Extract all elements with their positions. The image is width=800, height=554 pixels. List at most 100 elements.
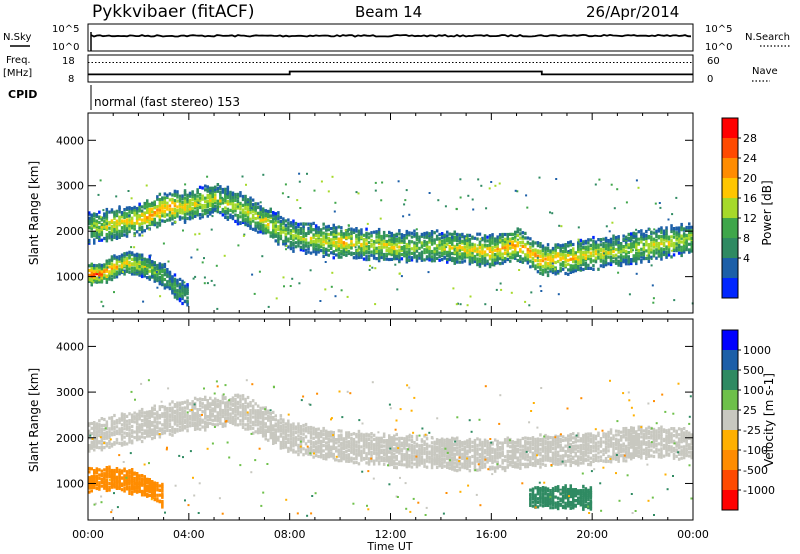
power-cell xyxy=(110,262,114,266)
power-cell xyxy=(463,235,467,239)
velocity-cell xyxy=(398,447,401,452)
power-speckle xyxy=(210,228,213,231)
velocity-cell xyxy=(151,433,154,437)
power-cell xyxy=(151,207,154,211)
power-cell xyxy=(554,253,557,257)
power-cell xyxy=(630,232,633,236)
power-cell xyxy=(178,291,182,295)
velocity-cell xyxy=(473,445,477,449)
velocity-cell xyxy=(395,457,398,461)
velocity-cell xyxy=(415,434,419,438)
power-cell xyxy=(110,210,114,214)
power-cell xyxy=(196,188,199,192)
power-cell xyxy=(637,230,640,234)
velocity-cell xyxy=(123,417,126,421)
velocity-cell xyxy=(151,411,154,415)
power-cell xyxy=(219,185,222,189)
power-cell xyxy=(130,224,134,228)
velocity-cell xyxy=(234,397,237,401)
power-cell xyxy=(146,258,149,262)
power-cell xyxy=(249,217,252,221)
velocity-cell xyxy=(113,420,116,424)
power-cell xyxy=(173,273,177,277)
power-cell xyxy=(90,281,93,285)
power-cell xyxy=(584,261,588,265)
power-cell xyxy=(398,245,401,249)
power-cell xyxy=(347,249,351,253)
power-speckle xyxy=(285,244,288,247)
power-cell xyxy=(246,216,250,221)
power-cell xyxy=(526,259,530,263)
velocity-cell xyxy=(327,448,330,452)
power-cell xyxy=(103,219,106,223)
velocity-cell xyxy=(463,466,467,470)
power-cell xyxy=(380,234,383,239)
power-cell xyxy=(103,216,106,220)
power-cell xyxy=(481,261,484,265)
power-cell xyxy=(183,213,187,218)
velocity-cell xyxy=(443,451,446,455)
velocity-cell xyxy=(415,444,419,448)
velocity-cell xyxy=(272,437,275,441)
power-cell xyxy=(521,241,525,245)
velocity-cell xyxy=(327,443,330,447)
velocity-cell xyxy=(483,451,487,455)
power-cell xyxy=(357,247,361,251)
power-speckle xyxy=(396,288,399,291)
velocity-cell xyxy=(204,425,207,429)
power-cell xyxy=(607,255,610,259)
power-cell xyxy=(138,253,141,257)
power-cell xyxy=(261,207,265,211)
power-cell xyxy=(108,265,111,269)
velocity-cell xyxy=(279,427,283,431)
power-cell xyxy=(415,254,419,258)
power-cell xyxy=(360,246,363,250)
power-cell xyxy=(420,258,424,262)
velocity-cell xyxy=(135,433,139,437)
velocity-cell xyxy=(113,422,116,426)
power-cell xyxy=(377,230,381,234)
velocity-cell xyxy=(254,423,257,427)
power-cell xyxy=(314,233,318,238)
velocity-cell xyxy=(100,423,104,428)
power-cell xyxy=(498,238,502,242)
velocity-cell xyxy=(118,417,121,421)
velocity-cell xyxy=(408,448,411,452)
power-cell xyxy=(405,260,409,264)
power-cell xyxy=(284,235,288,240)
velocity-cell xyxy=(473,466,477,470)
power-cell xyxy=(483,236,487,241)
velocity-cell xyxy=(188,402,192,406)
power-cell xyxy=(587,238,590,242)
velocity-cell xyxy=(201,402,204,406)
velocity-cell xyxy=(130,413,134,417)
power-cell xyxy=(292,234,295,238)
velocity-cell xyxy=(209,421,212,425)
velocity-cell xyxy=(367,460,371,464)
velocity-cell xyxy=(335,441,338,445)
velocity-cell xyxy=(294,450,298,454)
power-cell xyxy=(98,234,101,238)
power-cell xyxy=(599,249,603,253)
velocity-cell xyxy=(140,439,144,444)
power-cell xyxy=(120,258,124,262)
power-cell xyxy=(597,238,600,242)
freq-trace xyxy=(88,70,693,76)
power-cell xyxy=(181,301,184,306)
velocity-cell xyxy=(435,458,439,462)
power-cell xyxy=(594,256,598,260)
velocity-cell xyxy=(390,446,393,450)
power-cell xyxy=(216,205,220,209)
power-cell xyxy=(113,233,116,237)
power-speckle xyxy=(347,230,350,233)
velocity-cell xyxy=(493,448,497,452)
velocity-cell xyxy=(120,428,124,432)
velocity-cell xyxy=(272,439,275,443)
power-cell xyxy=(176,288,179,292)
power-cell xyxy=(660,257,663,261)
velocity-cell xyxy=(204,408,207,412)
velocity-cell xyxy=(239,422,242,426)
power-speckle xyxy=(194,233,197,236)
power-speckle xyxy=(210,279,213,282)
power-speckle xyxy=(415,228,418,231)
